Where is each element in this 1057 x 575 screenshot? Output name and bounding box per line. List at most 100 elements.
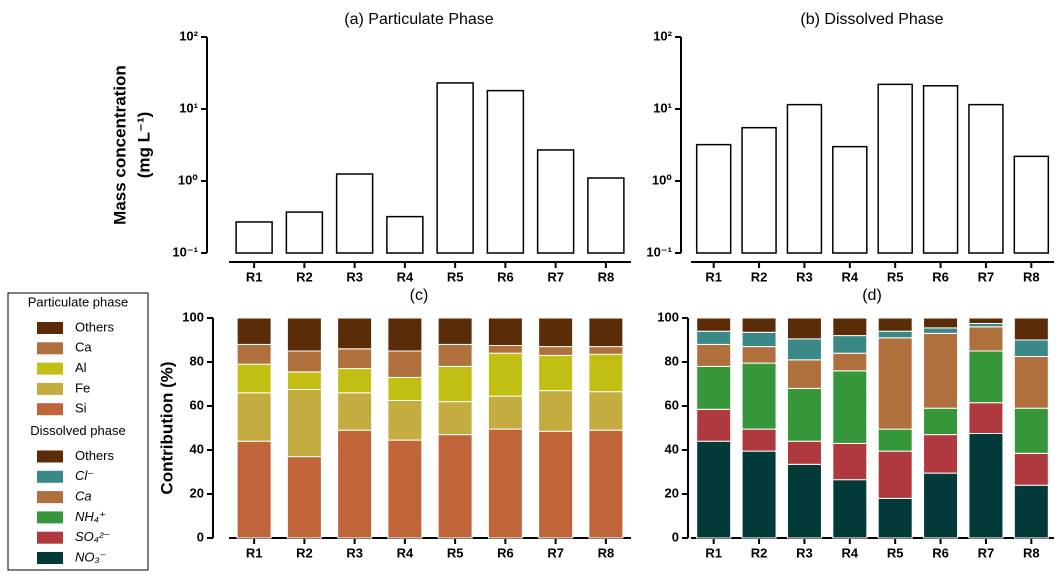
y-tick-label: 60 <box>190 397 204 412</box>
legend-swatch <box>37 342 63 355</box>
y-axis-label: (mg L⁻¹) <box>134 112 153 179</box>
x-tick-label: R5 <box>447 269 464 284</box>
x-tick-label: R1 <box>705 269 722 284</box>
bar-segment <box>538 430 574 539</box>
bar-segment <box>741 331 777 348</box>
y-tick-label: 10² <box>653 28 672 43</box>
y-tick-label: 100 <box>657 309 679 324</box>
y-tick-label: 0 <box>672 529 679 544</box>
bar-segment <box>588 346 624 355</box>
bar-segment <box>832 442 868 481</box>
bar-segment <box>877 317 913 332</box>
x-tick-label: R2 <box>296 545 313 560</box>
bar <box>587 177 625 254</box>
bar-segment <box>968 350 1004 404</box>
x-tick-label: R8 <box>1023 269 1040 284</box>
bar <box>536 149 575 254</box>
bar-segment <box>877 330 913 339</box>
bar-segment <box>286 350 322 373</box>
bar-segment <box>1013 339 1049 357</box>
bar <box>832 145 868 254</box>
bar-segment <box>741 317 777 333</box>
bar-segment <box>437 365 473 403</box>
bar-segment <box>832 479 868 539</box>
y-tick-label: 80 <box>665 353 679 368</box>
bar-segment <box>387 376 423 401</box>
bar-segment <box>286 317 322 352</box>
legend-swatch <box>37 362 63 375</box>
bar-segment <box>387 400 423 441</box>
bar-segment <box>337 348 373 370</box>
bar-segment <box>923 472 959 539</box>
bar <box>285 211 324 254</box>
bar-segment <box>387 350 423 378</box>
legend-swatch <box>37 450 63 463</box>
bar-segment <box>487 317 523 346</box>
x-tick-label: R3 <box>796 545 813 560</box>
bar <box>436 82 474 254</box>
x-tick-label: R2 <box>751 545 768 560</box>
bar-segment <box>923 407 959 436</box>
chart-title: (b) Dissolved Phase <box>800 11 943 28</box>
bar-segment <box>696 343 732 367</box>
legend-swatch <box>37 552 63 564</box>
bar-segment <box>877 497 913 539</box>
bar-segment <box>696 408 732 442</box>
bar-segment <box>286 389 322 458</box>
y-tick-label: 100 <box>182 309 204 324</box>
x-tick-label: R1 <box>705 545 722 560</box>
x-tick-label: R4 <box>397 269 414 284</box>
y-tick-label: 10⁻¹ <box>646 244 672 259</box>
x-tick-label: R7 <box>978 269 995 284</box>
bar-segment <box>877 450 913 499</box>
x-tick-label: R2 <box>296 269 313 284</box>
bar-segment <box>923 434 959 474</box>
bar-segment <box>437 317 473 345</box>
legend-swatch <box>37 470 63 483</box>
bar-segment <box>236 343 272 365</box>
legend-swatch <box>37 491 63 504</box>
legend-label: Ca <box>75 340 92 355</box>
bar-segment <box>538 317 574 348</box>
y-tick-label: 10² <box>179 28 198 43</box>
legend-title: Dissolved phase <box>30 423 125 438</box>
x-tick-label: R8 <box>598 269 615 284</box>
bar-segment <box>538 390 574 432</box>
y-axis-label: Mass concentration <box>110 65 129 225</box>
bar-segment <box>786 387 822 442</box>
bar-segment <box>1013 356 1049 409</box>
bar-segment <box>741 362 777 430</box>
bar-segment <box>387 317 423 352</box>
bar <box>695 143 732 254</box>
y-tick-label: 20 <box>665 485 679 500</box>
legend-label: Si <box>75 401 87 416</box>
bar <box>786 103 823 254</box>
bar-segment <box>487 395 523 430</box>
bar-segment <box>1013 407 1049 454</box>
bar-segment <box>337 368 373 394</box>
bar-segment <box>741 346 777 364</box>
legend-label: Others <box>75 448 115 463</box>
x-tick-label: R3 <box>346 545 363 560</box>
chart-title: (a) Particulate Phase <box>344 11 494 28</box>
bar-segment <box>236 440 272 539</box>
bar-segment <box>286 456 322 539</box>
x-tick-label: R3 <box>796 269 813 284</box>
y-tick-label: 10¹ <box>653 100 672 115</box>
bar-segment <box>487 345 523 354</box>
x-tick-label: R6 <box>932 269 949 284</box>
x-tick-label: R4 <box>397 545 414 560</box>
bar <box>235 221 273 254</box>
legend-swatch <box>37 511 63 524</box>
x-tick-label: R7 <box>547 269 564 284</box>
bar-segment <box>968 402 1004 435</box>
x-tick-label: R6 <box>497 545 514 560</box>
x-tick-label: R8 <box>1023 545 1040 560</box>
bar <box>922 85 959 254</box>
bar-segment <box>968 326 1004 352</box>
bar-segment <box>786 463 822 539</box>
bar-segment <box>588 429 624 539</box>
bar-segment <box>538 354 574 392</box>
legend-label: Cl⁻ <box>75 468 94 483</box>
x-tick-label: R5 <box>887 545 904 560</box>
